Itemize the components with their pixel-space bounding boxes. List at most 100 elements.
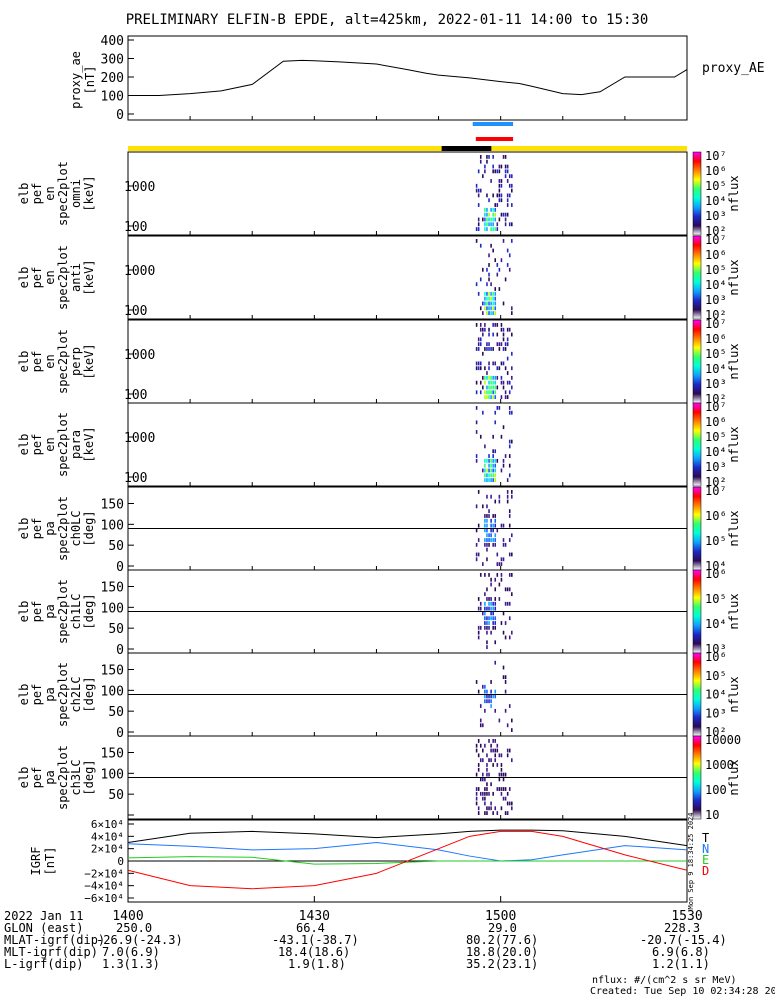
marker-blue (472, 122, 514, 126)
panel-ylabel: pef (30, 351, 44, 373)
spectrogram-cell (500, 787, 503, 791)
spectrogram-cell (486, 504, 488, 509)
spectrogram-cell (490, 311, 492, 315)
spectrogram-cell (494, 806, 497, 811)
ephemeris-value: 35.2(23.1) (466, 957, 539, 971)
spectrogram-cell (486, 514, 488, 518)
panel-ylabel: spec2plot (56, 161, 70, 226)
colorbar-tick-label: 10000 (705, 733, 741, 747)
spectrogram-cell (486, 385, 488, 390)
spectrogram-cell (496, 385, 499, 390)
panel-ylabel: pef (30, 767, 44, 789)
spectrogram-cell (511, 174, 513, 179)
spectrogram-cell (477, 523, 480, 528)
spectrogram-cell (488, 291, 490, 296)
spectrogram-cell (490, 606, 492, 611)
colorbar-tick-label: 10³ (705, 377, 727, 391)
spectrogram-cell (492, 528, 494, 533)
spectrogram-cell (484, 528, 486, 533)
spectrogram-cell (482, 385, 484, 390)
spectrogram-cell (484, 787, 486, 791)
spectrogram-cell (490, 801, 492, 806)
spectrogram-cell (488, 616, 490, 621)
spectrogram-cell (500, 164, 503, 169)
colorbar (692, 735, 702, 820)
panel-ylabel: [keV] (82, 426, 96, 462)
spectrogram-cell (494, 689, 497, 694)
spectrogram-cell (488, 301, 490, 306)
spectrogram-cell (484, 296, 486, 301)
colorbar (692, 402, 702, 487)
y-tick-label: 50 (108, 705, 124, 720)
y-tick-label: 50 (108, 788, 124, 803)
spectrogram-cell (502, 301, 505, 306)
spectrogram-cell (488, 361, 490, 366)
spectrogram-cell (484, 301, 486, 306)
spectrogram-cell (484, 366, 486, 371)
spectrogram-cell (498, 499, 501, 504)
spectrogram-cell (490, 468, 492, 473)
spectrogram-cell (488, 395, 490, 399)
spectrogram-cell (482, 562, 484, 566)
spectrogram-cell (475, 239, 478, 243)
spectrogram-cell (500, 621, 503, 625)
spectrogram-cell (479, 704, 482, 708)
y-tick-label: 100 (101, 684, 124, 699)
y-tick-label: 100 (101, 518, 124, 533)
spectrogram-cell (502, 463, 505, 468)
spectrogram-cell (484, 518, 486, 523)
colorbar-tick-label: 10 (705, 808, 719, 822)
spectrogram-cell (494, 518, 497, 523)
y-tick-label: 100 (124, 304, 147, 319)
colorbar-tick-label: 10⁶ (705, 650, 727, 664)
y-tick-label: 100 (124, 471, 147, 486)
spectrogram-cell (494, 410, 497, 415)
ephemeris-value: 1.2(1.1) (652, 957, 710, 971)
spectrogram-cell (484, 306, 486, 311)
igrf-series-T (127, 829, 688, 847)
y-tick-label: −2×10⁴ (84, 867, 124, 880)
spectrogram-cell (488, 739, 490, 743)
colorbar-tick-label: 10⁶ (705, 567, 727, 581)
spectrogram-cell (477, 739, 480, 743)
colorbar-tick-label: 10⁵ (705, 592, 727, 606)
colorbar-tick-label: 10² (705, 475, 727, 489)
spectrogram-cell (492, 621, 494, 625)
spectrogram-cell (492, 193, 494, 198)
spectrogram-cell (479, 366, 482, 371)
spectrogram-cell (488, 306, 490, 311)
proxy-ae-frame (127, 35, 688, 121)
spectrogram-cell (504, 164, 507, 169)
spectrogram-cell (502, 665, 505, 670)
spectrogram-cell (479, 434, 482, 439)
spectrogram-cell (498, 494, 501, 499)
spectrogram-cell (475, 504, 478, 509)
spectrogram-cell (494, 449, 497, 454)
spectrogram-cell (486, 371, 488, 375)
spectrogram-cell (511, 332, 513, 337)
proxy-ae-line (128, 59, 688, 96)
spectrogram-cell (508, 473, 511, 478)
spectrogram-cell (508, 538, 511, 542)
spectrogram-cell (504, 390, 507, 395)
spectrogram-cell (479, 327, 482, 332)
spectrogram-cell (494, 203, 497, 207)
spectrogram-cell (496, 528, 499, 533)
spectrogram-cell (488, 327, 490, 332)
spectrogram-cell (494, 753, 497, 758)
spectrogram-cell (498, 562, 501, 566)
spectrogram-cell (475, 282, 478, 287)
spectrogram-cell (500, 179, 503, 183)
spectrogram-cell (488, 332, 490, 337)
spectrogram-cell (475, 454, 478, 458)
spectrogram-cell (506, 337, 509, 342)
spectrogram-cell (475, 380, 478, 385)
spectrogram-cell (477, 203, 480, 207)
spectrogram-cell (511, 728, 513, 732)
colorbar-label: nflux (727, 259, 741, 295)
spectrogram-cell (477, 597, 480, 601)
spectrogram-cell (506, 395, 509, 399)
panel-ylabel: elb (17, 601, 31, 623)
spectrogram-cell (486, 694, 488, 699)
panel-ylabel: [keV] (82, 259, 96, 295)
